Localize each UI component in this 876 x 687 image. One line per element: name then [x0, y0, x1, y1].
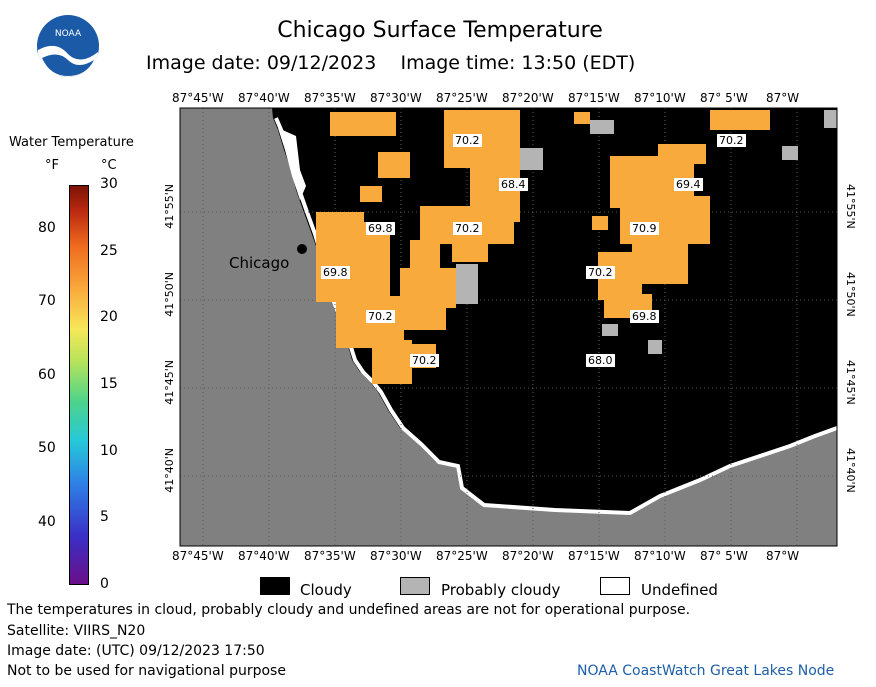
longitude-label: 87°25'W [436, 91, 488, 105]
celsius-tick: 20 [100, 309, 118, 325]
temperature-label: 70.2 [586, 266, 615, 279]
longitude-label: 87°25'W [436, 549, 488, 563]
temperature-label: 70.2 [453, 134, 482, 147]
longitude-label: 87°15'W [568, 91, 620, 105]
longitude-label: 87°40'W [238, 549, 290, 563]
celsius-tick: 15 [100, 376, 118, 392]
longitude-label: 87° 5'W [700, 91, 748, 105]
temperature-label: 68.4 [499, 178, 528, 191]
land-area [180, 108, 837, 546]
celsius-tick: 5 [100, 509, 109, 525]
chicago-marker [297, 244, 307, 254]
longitude-label: 87°20'W [502, 549, 554, 563]
satellite-info: Satellite: VIIRS_N20 [7, 623, 146, 639]
latitude-label: 41°55'N [163, 184, 176, 229]
celsius-tick: 30 [100, 176, 118, 192]
credit-link[interactable]: NOAA CoastWatch Great Lakes Node [577, 663, 835, 679]
longitude-label: 87°10'W [634, 549, 686, 563]
scale-title: Water Temperature [9, 135, 134, 150]
longitude-label: 87°W [766, 549, 800, 563]
temperature-label: 70.2 [453, 222, 482, 235]
temperature-label: 69.8 [630, 310, 659, 323]
undefined-patch [278, 128, 306, 200]
latitude-label: 41°50'N [844, 272, 857, 317]
celsius-tick: 10 [100, 443, 118, 459]
longitude-label: 87°10'W [634, 91, 686, 105]
legend-cloudy-label: Cloudy [300, 581, 352, 599]
temperature-label: 69.8 [366, 222, 395, 235]
legend-cloudy-swatch [260, 577, 290, 595]
longitude-label: 87°W [766, 91, 800, 105]
longitude-label: 87°35'W [304, 91, 356, 105]
temperature-label: 70.2 [410, 354, 439, 367]
longitude-label: 87°30'W [370, 91, 422, 105]
longitude-label: 87°15'W [568, 549, 620, 563]
legend-undefined-label: Undefined [641, 581, 718, 599]
latitude-label: 41°55'N [844, 184, 857, 229]
fahrenheit-tick: 70 [38, 293, 56, 309]
temperature-label: 69.8 [321, 266, 350, 279]
map-title: Chicago Surface Temperature [277, 18, 603, 43]
latitude-label: 41°45'N [163, 360, 176, 405]
noaa-logo-icon: NOAA [36, 14, 100, 78]
logo-text: NOAA [55, 29, 82, 39]
longitude-label: 87°45'W [172, 91, 224, 105]
celsius-tick: 25 [100, 243, 118, 259]
temperature-label: 68.0 [586, 354, 615, 367]
legend-undefined-swatch [600, 577, 630, 595]
temperature-label: 69.4 [674, 178, 703, 191]
temperature-label: 70.2 [717, 134, 746, 147]
temperature-label: 70.9 [630, 222, 659, 235]
longitude-label: 87°20'W [502, 91, 554, 105]
longitude-label: 87°30'W [370, 549, 422, 563]
legend-probably-cloudy-label: Probably cloudy [441, 581, 561, 599]
navigation-warning: Not to be used for navigational purpose [7, 663, 286, 679]
longitude-label: 87° 5'W [700, 549, 748, 563]
longitude-label: 87°35'W [304, 549, 356, 563]
fahrenheit-tick: 50 [38, 440, 56, 456]
unit-fahrenheit: °F [45, 158, 59, 173]
utc-date: Image date: (UTC) 09/12/2023 17:50 [7, 643, 265, 659]
latitude-label: 41°45'N [844, 360, 857, 405]
shore-undefined-edge [274, 117, 838, 516]
temperature-label: 70.2 [366, 310, 395, 323]
fahrenheit-tick: 40 [38, 514, 56, 530]
longitude-label: 87°40'W [238, 91, 290, 105]
unit-celsius: °C [101, 158, 117, 173]
latitude-label: 41°40'N [844, 448, 857, 493]
latitude-label: 41°40'N [163, 448, 176, 493]
longitude-label: 87°45'W [172, 549, 224, 563]
celsius-tick: 0 [100, 576, 109, 592]
disclaimer-note: The temperatures in cloud, probably clou… [7, 602, 691, 618]
latitude-label: 41°50'N [163, 272, 176, 317]
legend-probably-cloudy-swatch [400, 577, 430, 595]
color-scale-bar [69, 185, 89, 585]
city-label: Chicago [229, 254, 290, 272]
fahrenheit-tick: 80 [38, 220, 56, 236]
fahrenheit-tick: 60 [38, 367, 56, 383]
image-datetime: Image date: 09/12/2023 Image time: 13:50… [146, 52, 636, 74]
